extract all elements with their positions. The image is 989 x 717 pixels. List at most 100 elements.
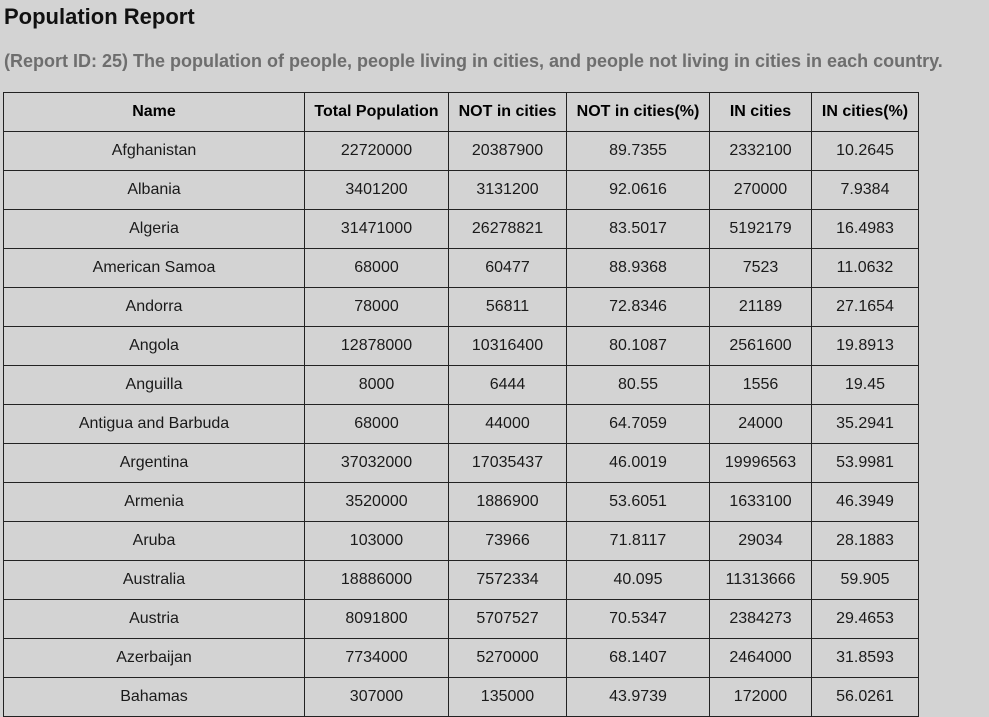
table-row: Algeria 31471000 26278821 83.5017 5192179 16.… [3,209,919,249]
report-subtitle: (Report ID: 25) The population of people… [4,51,943,71]
not-in-cities-cell: 44000 [448,404,567,444]
page-title: Population Report [4,4,195,29]
in-cities-pct-cell: 10.2645 [811,131,919,171]
total-population-cell: 103000 [304,521,449,561]
column-header-name: Name [3,92,305,132]
in-cities-cell: 7523 [709,248,812,288]
not-in-cities-pct-cell: 80.1087 [566,326,710,366]
table-row: Austria 8091800 5707527 70.5347 2384273 29.46… [3,599,919,639]
not-in-cities-pct-cell: 64.7059 [566,404,710,444]
country-name-cell: Aruba [3,521,305,561]
not-in-cities-cell: 60477 [448,248,567,288]
table-row: Albania 3401200 3131200 92.0616 270000 7.9384 [3,170,919,210]
in-cities-cell: 2332100 [709,131,812,171]
country-name-cell: Bahamas [3,677,305,717]
in-cities-pct-cell: 11.0632 [811,248,919,288]
column-header-in-cities-pct: IN cities(%) [811,92,919,132]
country-name-cell: Azerbaijan [3,638,305,678]
in-cities-cell: 19996563 [709,443,812,483]
country-name-cell: Anguilla [3,365,305,405]
in-cities-pct-cell: 46.3949 [811,482,919,522]
not-in-cities-cell: 26278821 [448,209,567,249]
not-in-cities-cell: 135000 [448,677,567,717]
country-name-cell: Algeria [3,209,305,249]
total-population-cell: 22720000 [304,131,449,171]
total-population-cell: 307000 [304,677,449,717]
country-name-cell: Albania [3,170,305,210]
country-name-cell: Angola [3,326,305,366]
in-cities-cell: 11313666 [709,560,812,600]
table-row: Azerbaijan 7734000 5270000 68.1407 2464000 31… [3,638,919,678]
not-in-cities-pct-cell: 68.1407 [566,638,710,678]
not-in-cities-pct-cell: 53.6051 [566,482,710,522]
table-row: Australia 18886000 7572334 40.095 11313666 59… [3,560,919,600]
in-cities-cell: 21189 [709,287,812,327]
not-in-cities-pct-cell: 40.095 [566,560,710,600]
not-in-cities-cell: 56811 [448,287,567,327]
not-in-cities-cell: 6444 [448,365,567,405]
not-in-cities-pct-cell: 83.5017 [566,209,710,249]
population-table: Name Total Population NOT in cities NOT … [3,92,919,717]
total-population-cell: 3401200 [304,170,449,210]
in-cities-cell: 172000 [709,677,812,717]
table-row: Andorra 78000 56811 72.8346 21189 27.1654 [3,287,919,327]
country-name-cell: Argentina [3,443,305,483]
table-row: Bahamas 307000 135000 43.9739 172000 56.0261 [3,677,919,717]
total-population-cell: 31471000 [304,209,449,249]
in-cities-cell: 24000 [709,404,812,444]
table-header-row: Name Total Population NOT in cities NOT … [3,92,919,132]
column-header-total-population: Total Population [304,92,449,132]
not-in-cities-pct-cell: 71.8117 [566,521,710,561]
in-cities-pct-cell: 31.8593 [811,638,919,678]
not-in-cities-cell: 73966 [448,521,567,561]
not-in-cities-pct-cell: 43.9739 [566,677,710,717]
in-cities-cell: 1556 [709,365,812,405]
not-in-cities-pct-cell: 70.5347 [566,599,710,639]
column-header-not-in-cities: NOT in cities [448,92,567,132]
country-name-cell: Australia [3,560,305,600]
total-population-cell: 78000 [304,287,449,327]
in-cities-pct-cell: 56.0261 [811,677,919,717]
not-in-cities-pct-cell: 46.0019 [566,443,710,483]
total-population-cell: 68000 [304,248,449,288]
in-cities-pct-cell: 59.905 [811,560,919,600]
total-population-cell: 3520000 [304,482,449,522]
total-population-cell: 8091800 [304,599,449,639]
not-in-cities-pct-cell: 80.55 [566,365,710,405]
table-row: Argentina 37032000 17035437 46.0019 19996563… [3,443,919,483]
in-cities-pct-cell: 19.45 [811,365,919,405]
in-cities-cell: 270000 [709,170,812,210]
country-name-cell: Afghanistan [3,131,305,171]
total-population-cell: 37032000 [304,443,449,483]
country-name-cell: Armenia [3,482,305,522]
total-population-cell: 68000 [304,404,449,444]
not-in-cities-pct-cell: 89.7355 [566,131,710,171]
total-population-cell: 7734000 [304,638,449,678]
in-cities-pct-cell: 19.8913 [811,326,919,366]
not-in-cities-pct-cell: 88.9368 [566,248,710,288]
total-population-cell: 8000 [304,365,449,405]
country-name-cell: Austria [3,599,305,639]
table-row: Antigua and Barbuda 68000 44000 64.7059 2400… [3,404,919,444]
total-population-cell: 12878000 [304,326,449,366]
country-name-cell: Antigua and Barbuda [3,404,305,444]
in-cities-pct-cell: 28.1883 [811,521,919,561]
in-cities-pct-cell: 27.1654 [811,287,919,327]
in-cities-pct-cell: 53.9981 [811,443,919,483]
in-cities-cell: 29034 [709,521,812,561]
table-row: Angola 12878000 10316400 80.1087 2561600 19.8… [3,326,919,366]
not-in-cities-cell: 3131200 [448,170,567,210]
not-in-cities-pct-cell: 72.8346 [566,287,710,327]
total-population-cell: 18886000 [304,560,449,600]
not-in-cities-cell: 10316400 [448,326,567,366]
in-cities-cell: 2561600 [709,326,812,366]
not-in-cities-cell: 5270000 [448,638,567,678]
not-in-cities-cell: 7572334 [448,560,567,600]
not-in-cities-cell: 17035437 [448,443,567,483]
table-row: Afghanistan 22720000 20387900 89.7355 233210… [3,131,919,171]
not-in-cities-cell: 20387900 [448,131,567,171]
not-in-cities-pct-cell: 92.0616 [566,170,710,210]
table-row: Armenia 3520000 1886900 53.6051 1633100 46.39… [3,482,919,522]
table-body: Afghanistan 22720000 20387900 89.7355 233210… [3,131,919,717]
